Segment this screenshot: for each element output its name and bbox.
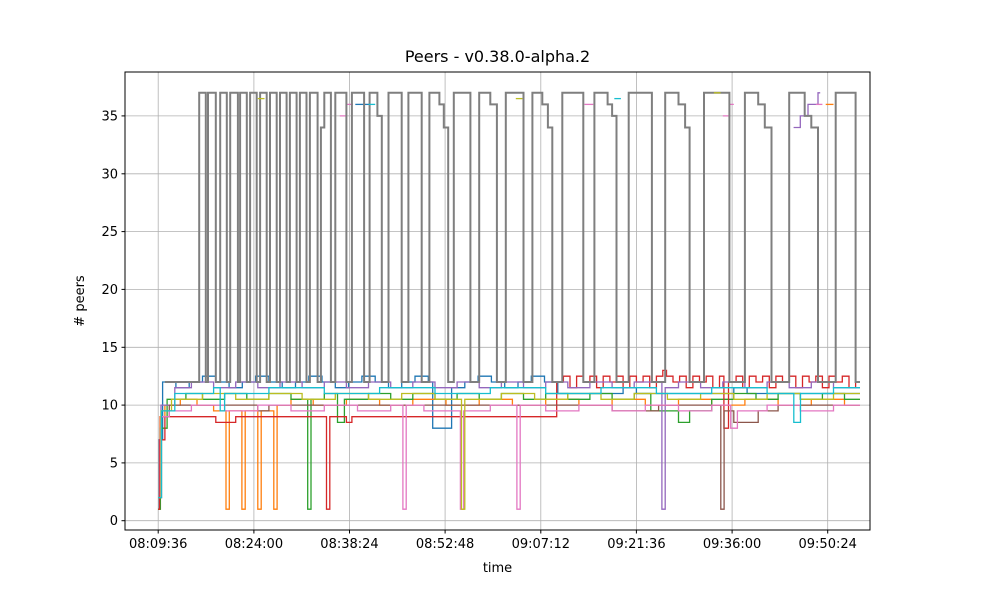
y-tick-label: 0 bbox=[110, 514, 118, 529]
x-tick-label: 08:38:24 bbox=[320, 537, 378, 552]
series-path-series-brown bbox=[158, 404, 860, 510]
y-tick-label: 15 bbox=[101, 341, 118, 356]
y-tick-label: 10 bbox=[101, 399, 118, 414]
x-tick-label: 09:36:00 bbox=[703, 537, 761, 552]
x-tick-label: 09:07:12 bbox=[512, 537, 570, 552]
series-path-series-pink bbox=[158, 404, 860, 510]
series-path-series-blue bbox=[158, 375, 860, 510]
x-tick-label: 09:21:36 bbox=[607, 537, 665, 552]
y-tick-label: 30 bbox=[101, 167, 118, 182]
y-tick-label: 5 bbox=[110, 456, 118, 471]
series-path-series-gray-spikes bbox=[164, 91, 860, 383]
series-path-series-orange bbox=[158, 398, 860, 510]
y-tick-label: 25 bbox=[101, 225, 118, 240]
series-path-series-purple bbox=[158, 381, 860, 510]
y-tick-label: 20 bbox=[101, 283, 118, 298]
series-path-series-olive bbox=[158, 392, 860, 510]
series-path-series-purple bbox=[793, 92, 821, 129]
axis-layer: 08:09:36 08:24:00 08:38:24 08:52:48 09:07:12… bbox=[101, 71, 871, 552]
chart-title: Peers - v0.38.0-alpha.2 bbox=[405, 47, 590, 66]
x-axis-label: time bbox=[483, 561, 512, 576]
y-tick-label: 35 bbox=[101, 109, 118, 124]
x-tick-label: 08:24:00 bbox=[225, 537, 283, 552]
series-path-series-cyan bbox=[158, 387, 860, 499]
plot-frame bbox=[124, 71, 871, 531]
y-axis-label: # peers bbox=[73, 275, 88, 327]
x-tick-label: 09:50:24 bbox=[799, 537, 857, 552]
x-tick-label: 08:09:36 bbox=[129, 537, 187, 552]
x-tick-label: 08:52:48 bbox=[416, 537, 474, 552]
series-path-series-red bbox=[158, 369, 860, 510]
series-layer bbox=[158, 91, 860, 510]
